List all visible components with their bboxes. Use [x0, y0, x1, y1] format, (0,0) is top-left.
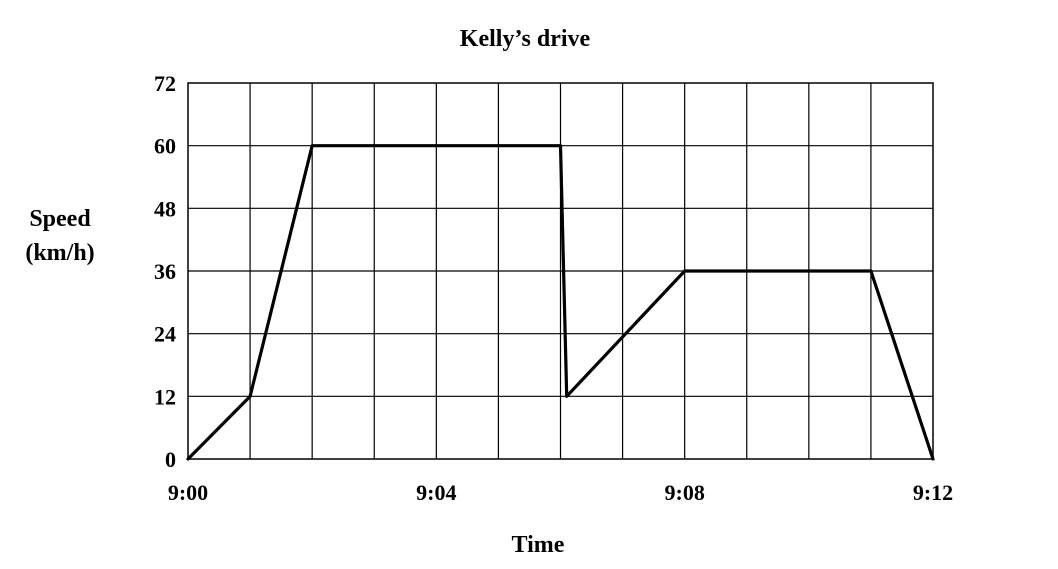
y-tick-label: 0 [165, 447, 176, 472]
series-group [186, 144, 935, 461]
y-tick-label: 60 [154, 134, 176, 159]
y-tick-label: 36 [154, 259, 176, 284]
y-axis-label-line-2: (km/h) [25, 240, 94, 266]
chart-title: Kelly’s drive [460, 26, 591, 52]
x-tick-label: 9:12 [913, 480, 953, 505]
y-tick-labels: 0 12 24 36 48 60 72 [154, 71, 176, 472]
speed-series-line [186, 144, 935, 461]
y-tick-label: 48 [154, 196, 176, 221]
x-tick-labels: 9:00 9:04 9:08 9:12 [168, 480, 953, 505]
x-axis-label: Time [512, 532, 565, 558]
x-tick-label: 9:08 [665, 480, 705, 505]
plot-frame [187, 82, 934, 460]
y-axis-label-line-1: Speed [29, 206, 91, 232]
y-tick-label: 24 [154, 322, 176, 347]
y-tick-label: 72 [154, 71, 176, 96]
y-tick-label: 12 [154, 384, 176, 409]
x-tick-label: 9:04 [416, 480, 456, 505]
x-tick-label: 9:00 [168, 480, 208, 505]
